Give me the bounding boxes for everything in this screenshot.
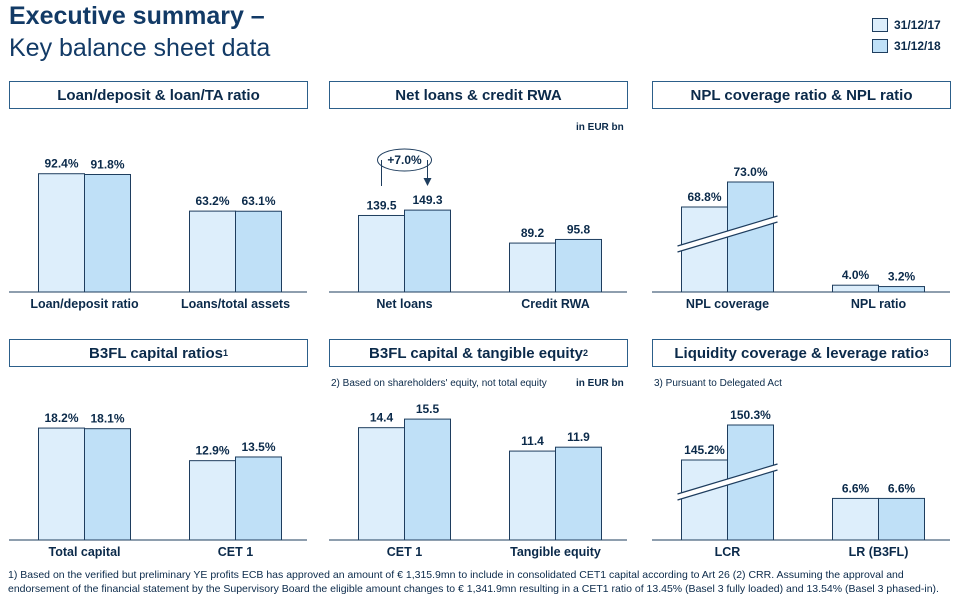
data-label: 89.2 [521,226,545,240]
bar-2018 [235,210,282,293]
bar-2018 [555,446,602,541]
bar-2017 [189,460,236,541]
legend: 31/12/17 31/12/18 [872,14,941,56]
bar-2018 [878,497,925,541]
bar-2017 [681,206,728,293]
bar-2017 [358,214,405,293]
panel-note-liquidity: 3) Pursuant to Delegated Act [654,378,782,389]
data-label: 15.5 [416,402,440,416]
data-label: 12.9% [195,444,229,458]
panel-title: B3FL capital & tangible equity [369,344,583,362]
axis-break-line [677,221,778,253]
bar-2018 [84,428,131,541]
data-label: 149.3 [412,193,442,207]
category-label: Loans/total assets [181,297,290,311]
data-label: 18.2% [44,411,78,425]
axis-break-line [677,463,778,495]
data-label: 91.8% [90,157,124,171]
data-label: 11.4 [521,434,544,448]
category-label: CET 1 [218,545,253,559]
unit-label-tangible-equity: in EUR bn [576,378,624,389]
axis-break-line [677,469,778,501]
legend-swatch-2018 [872,38,888,53]
legend-label-2017: 31/12/17 [894,17,941,32]
page-subtitle: Key balance sheet data [9,34,271,62]
category-label: Credit RWA [521,297,590,311]
bar-2017 [38,427,85,541]
bar-2018 [878,286,925,293]
panel-title: B3FL capital ratios [89,344,223,362]
category-label: NPL ratio [851,297,907,311]
data-label: 95.8 [567,222,591,236]
category-label: Loan/deposit ratio [30,297,139,311]
axis-break-line [677,215,778,247]
bar-2017 [681,459,728,541]
axis-break-gap [677,216,778,252]
data-label: 14.4 [370,411,394,425]
data-label: 11.9 [567,430,590,444]
panel-title: NPL coverage ratio & NPL ratio [690,86,913,104]
bar-2017 [38,173,85,293]
data-label: 92.4% [44,157,78,171]
data-label: 4.0% [842,268,870,282]
data-label: 18.1% [90,412,124,426]
bar-2018 [727,181,774,293]
category-label: LCR [715,545,741,559]
growth-label: +7.0% [387,153,422,167]
footnote: 1) Based on the verified but preliminary… [8,569,939,595]
footnote-ref: 2 [582,348,588,358]
panel-title: Loan/deposit & loan/TA ratio [57,86,260,104]
bar-2018 [84,173,131,293]
data-label: 145.2% [684,443,725,457]
data-label: 6.6% [842,481,870,495]
growth-arrow-head [423,178,432,186]
data-label: 68.8% [687,190,721,204]
panel-title: Liquidity coverage & leverage ratio [674,344,924,362]
bar-2018 [555,238,602,293]
category-label: LR (B3FL) [849,545,909,559]
category-label: Total capital [48,545,120,559]
category-label: Net loans [376,297,432,311]
growth-ellipse [377,148,432,172]
footnote-ref: 3 [923,348,929,358]
bar-2017 [832,284,879,293]
panel-header-tangible-equity: B3FL capital & tangible equity 2 [329,339,628,367]
legend-item-2017: 31/12/17 [872,14,941,35]
data-label: 73.0% [733,165,767,179]
panel-header-liquidity: Liquidity coverage & leverage ratio 3 [652,339,951,367]
legend-swatch-2017 [872,17,888,32]
bar-2017 [509,450,556,541]
panel-header-capital-ratios: B3FL capital ratios 1 [9,339,308,367]
bar-2017 [832,497,879,541]
axis-break-gap [677,464,778,500]
legend-item-2018: 31/12/18 [872,35,941,56]
data-label: 63.2% [195,194,229,208]
legend-label-2018: 31/12/18 [894,38,941,53]
panel-title: Net loans & credit RWA [395,86,562,104]
bar-2017 [358,427,405,541]
data-label: 150.3% [730,408,771,422]
panel-header-npl: NPL coverage ratio & NPL ratio [652,81,951,109]
bar-2017 [189,210,236,293]
data-label: 139.5 [366,198,396,212]
unit-label-net-loans: in EUR bn [576,122,624,133]
data-label: 63.1% [241,194,275,208]
bar-2017 [509,242,556,293]
data-label: 13.5% [241,440,275,454]
panel-note-tangible-equity: 2) Based on shareholders' equity, not to… [331,378,547,389]
bar-2018 [404,209,451,293]
panel-header-net-loans: Net loans & credit RWA [329,81,628,109]
category-label: CET 1 [387,545,422,559]
category-label: Tangible equity [510,545,601,559]
page-title: Executive summary – [9,2,265,30]
bar-2018 [404,418,451,541]
footnote-ref: 1 [222,348,228,358]
bar-2018 [235,456,282,541]
category-label: NPL coverage [686,297,769,311]
data-label: 6.6% [888,481,916,495]
data-label: 3.2% [888,270,916,284]
panel-header-loan-ratios: Loan/deposit & loan/TA ratio [9,81,308,109]
